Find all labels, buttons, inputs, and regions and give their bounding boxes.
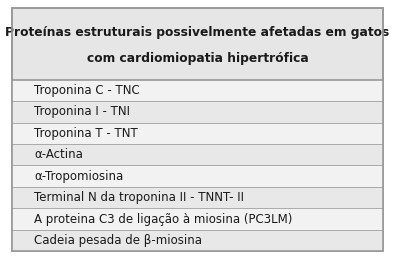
Bar — [12, 187, 383, 208]
Text: A proteina C3 de ligação à miosina (PC3LM): A proteina C3 de ligação à miosina (PC3L… — [34, 213, 293, 226]
Bar — [12, 101, 383, 123]
Bar — [12, 208, 383, 230]
Bar — [12, 144, 383, 166]
Text: Cadeia pesada de β-miosina: Cadeia pesada de β-miosina — [34, 234, 202, 247]
Bar — [12, 166, 383, 187]
Text: Troponina C - TNC: Troponina C - TNC — [34, 84, 140, 97]
Bar — [12, 123, 383, 144]
Bar — [12, 8, 383, 80]
Text: Troponina T - TNT: Troponina T - TNT — [34, 127, 138, 140]
Text: Proteínas estruturais possivelmente afetadas em gatos: Proteínas estruturais possivelmente afet… — [6, 26, 389, 39]
Bar — [12, 230, 383, 251]
Text: com cardiomiopatia hipertrófica: com cardiomiopatia hipertrófica — [87, 52, 308, 64]
Text: Troponina I - TNI: Troponina I - TNI — [34, 105, 130, 118]
Text: Terminal N da troponina II - TNNT- II: Terminal N da troponina II - TNNT- II — [34, 191, 244, 204]
Bar — [12, 80, 383, 101]
Text: α-Tropomiosina: α-Tropomiosina — [34, 170, 123, 183]
Text: α-Actina: α-Actina — [34, 148, 83, 161]
